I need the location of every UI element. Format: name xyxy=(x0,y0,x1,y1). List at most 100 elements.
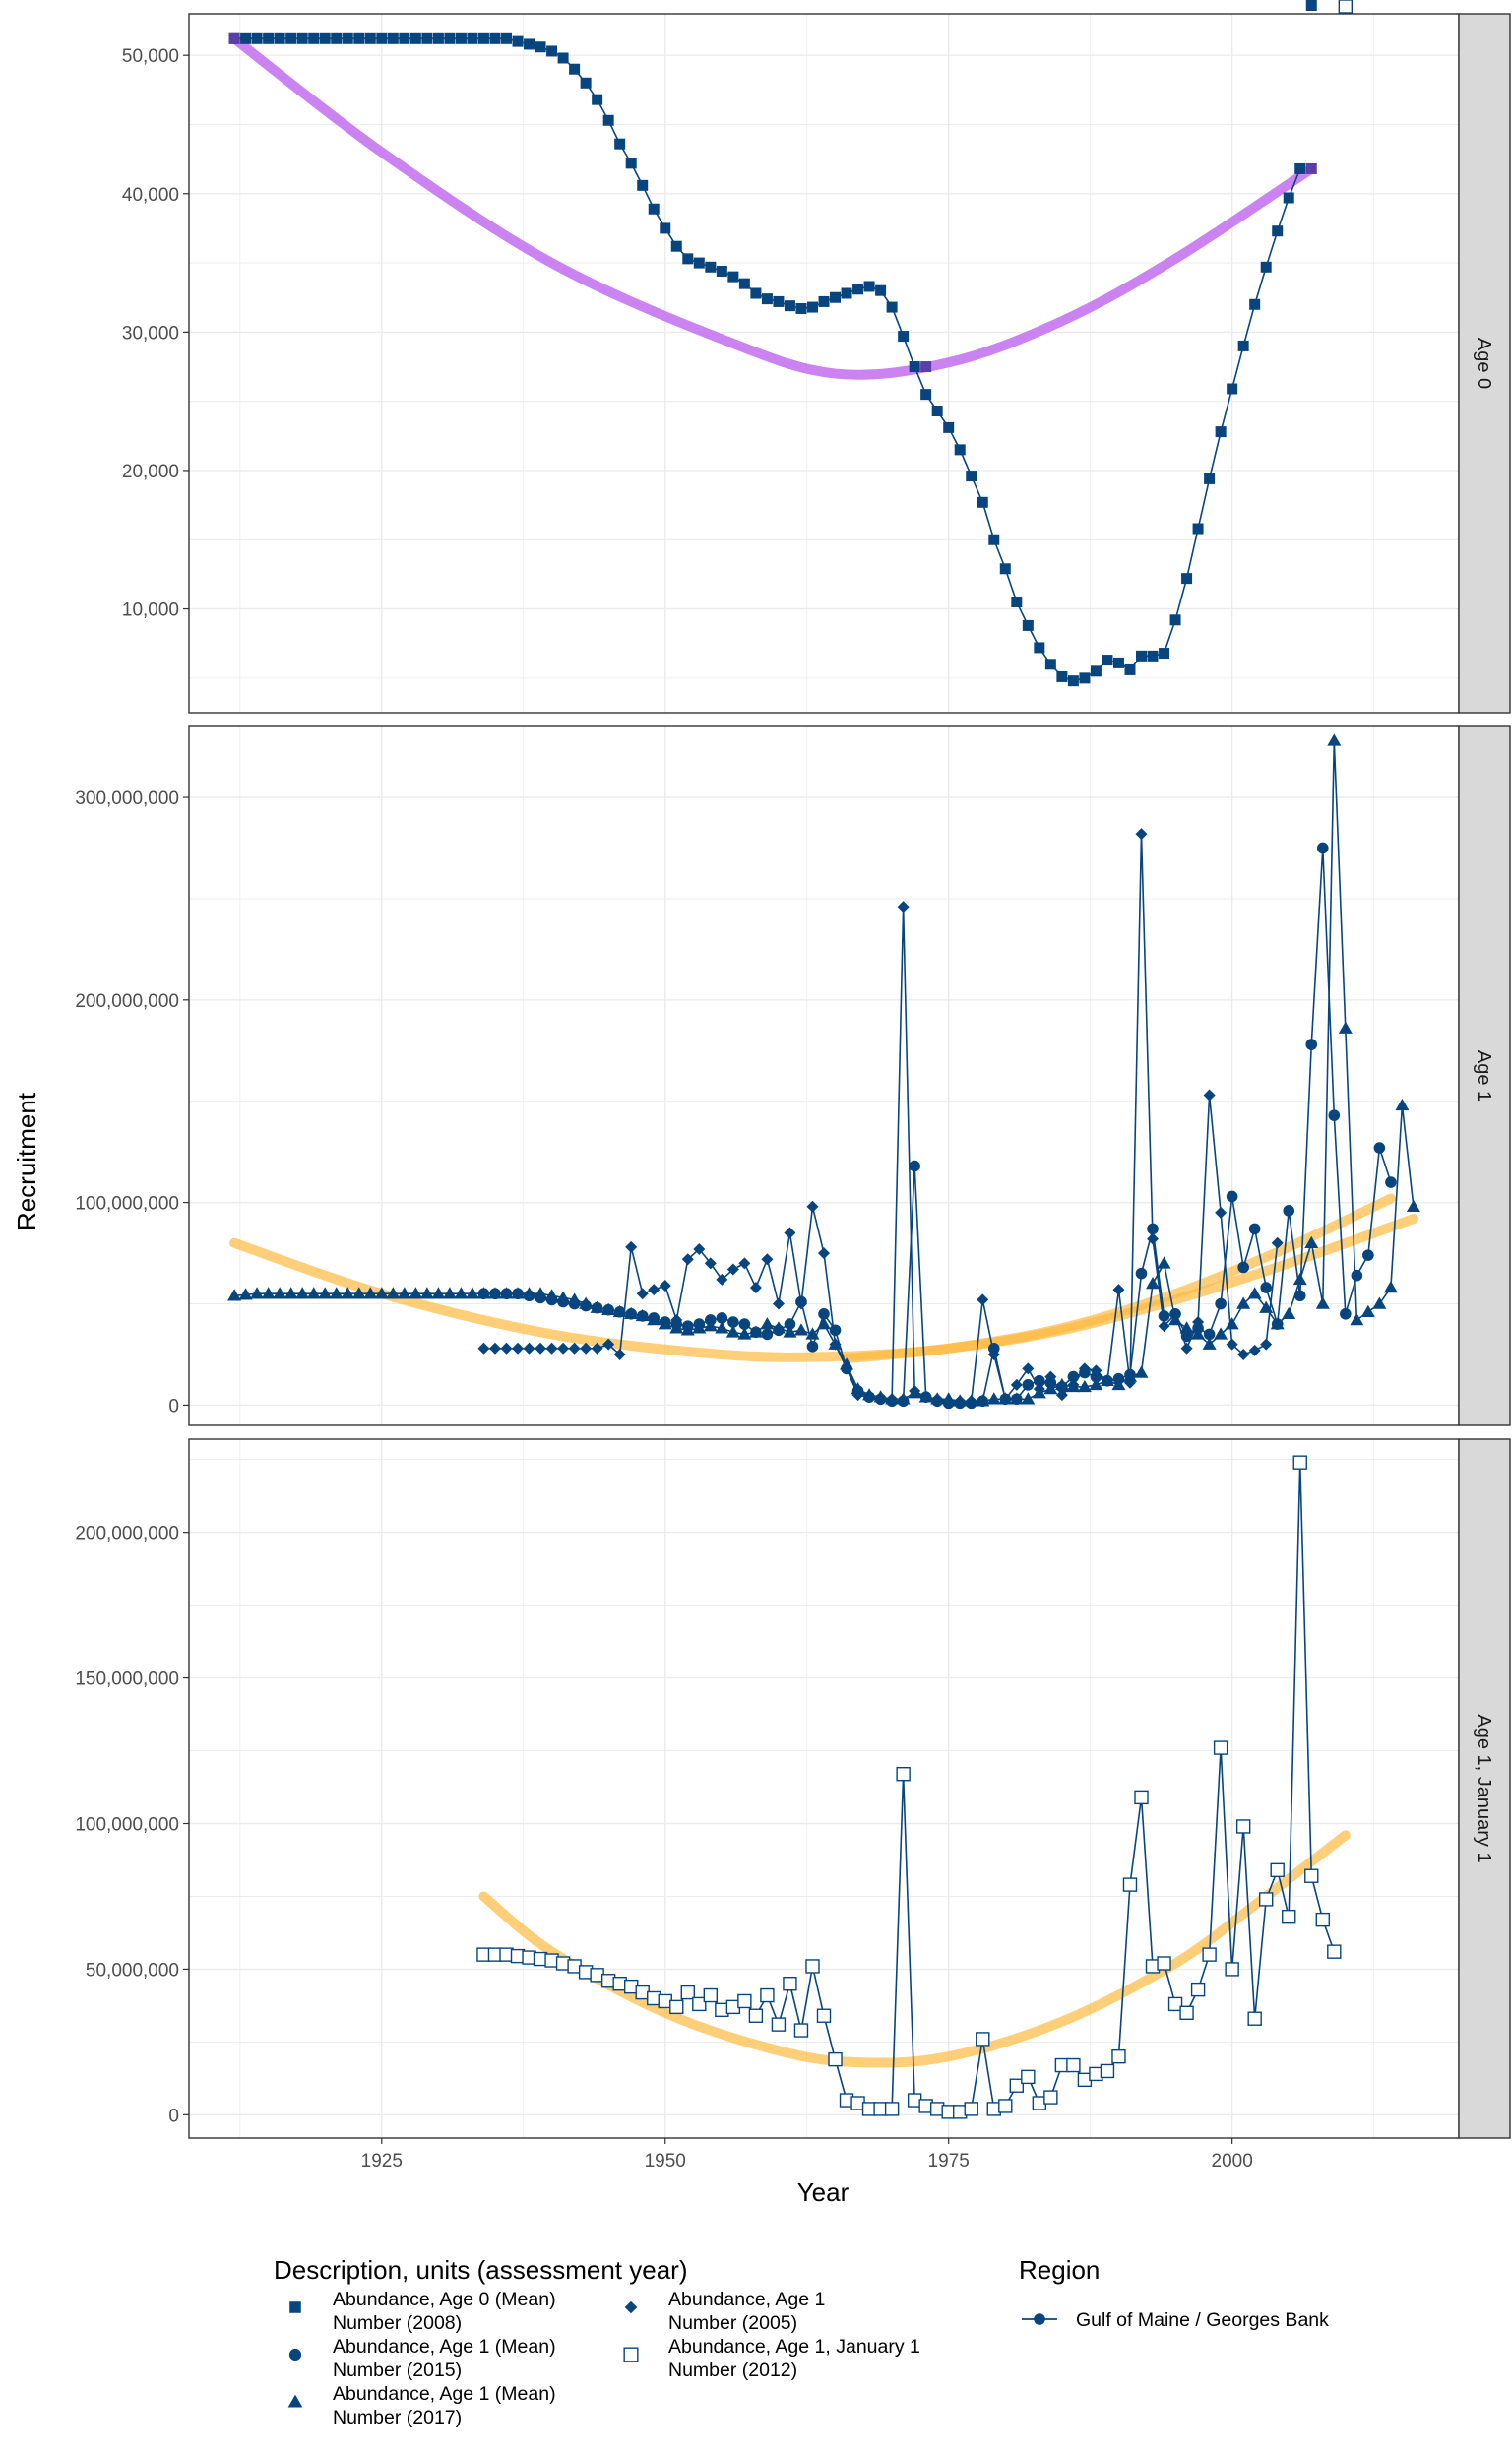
highlight-point xyxy=(920,361,932,373)
data-point xyxy=(238,1288,253,1300)
data-point xyxy=(784,300,795,312)
data-point xyxy=(1147,650,1159,662)
data-point xyxy=(535,1292,546,1304)
y-tick-label: 50,000,000 xyxy=(86,1960,179,1981)
data-point xyxy=(818,295,830,307)
data-point xyxy=(1248,1344,1261,1356)
data-point xyxy=(681,1253,694,1266)
data-point xyxy=(454,1287,469,1299)
data-point xyxy=(467,32,478,44)
data-point xyxy=(795,302,807,314)
data-point xyxy=(680,1984,695,2000)
data-point xyxy=(1011,1393,1023,1406)
data-point xyxy=(863,1391,876,1404)
data-point xyxy=(329,1287,344,1299)
data-point xyxy=(1305,0,1317,11)
data-point xyxy=(625,1240,638,1253)
legend-item-square: Abundance, Age 0 (Mean)Number (2008) xyxy=(289,2289,556,2334)
y-tick-label: 100,000,000 xyxy=(75,1194,179,1215)
data-point xyxy=(568,1297,581,1310)
data-point xyxy=(1159,648,1170,660)
y-tick-label: 40,000 xyxy=(122,185,179,206)
x-tick-label: 1975 xyxy=(928,2151,970,2172)
data-point xyxy=(716,266,727,278)
data-point xyxy=(363,1287,378,1299)
data-point xyxy=(660,222,671,234)
panel-background xyxy=(189,14,1459,713)
data-point xyxy=(637,179,649,191)
data-point xyxy=(342,32,353,44)
data-point xyxy=(1227,383,1238,395)
data-point xyxy=(387,32,399,44)
data-point xyxy=(943,421,955,433)
data-point xyxy=(738,1257,751,1270)
data-point xyxy=(1124,663,1136,675)
data-point xyxy=(376,32,388,44)
data-point xyxy=(284,1287,298,1299)
data-point xyxy=(432,32,444,44)
data-point xyxy=(557,52,569,64)
data-point xyxy=(659,1316,671,1328)
data-point xyxy=(1067,675,1079,687)
data-point xyxy=(1146,1276,1161,1290)
data-point xyxy=(1215,1297,1227,1310)
data-point xyxy=(1304,1868,1319,1883)
facet-strip xyxy=(1458,13,1511,714)
data-point xyxy=(748,2008,764,2023)
data-point xyxy=(886,1393,899,1406)
data-point xyxy=(1044,659,1056,670)
data-point xyxy=(1385,1176,1397,1188)
data-point xyxy=(909,361,920,373)
y-tick-label: 20,000 xyxy=(122,462,179,482)
data-point xyxy=(1022,1362,1035,1375)
data-point xyxy=(285,32,297,44)
data-point xyxy=(1316,842,1329,854)
data-point xyxy=(874,1393,887,1406)
data-point xyxy=(1362,1249,1374,1261)
data-point xyxy=(1383,1281,1398,1293)
data-point xyxy=(613,1348,626,1360)
legend-description-title: Description, units (assessment year) xyxy=(274,2255,687,2285)
data-point xyxy=(738,1318,751,1330)
data-point xyxy=(399,32,410,44)
legend-region-items: Gulf of Maine / Georges Bank xyxy=(1022,2309,1329,2331)
data-point xyxy=(1090,665,1102,677)
data-point xyxy=(1270,1862,1285,1878)
data-point xyxy=(1167,1996,1183,2012)
data-point xyxy=(306,1287,321,1299)
data-point xyxy=(512,1342,525,1354)
data-point xyxy=(1011,597,1023,608)
data-point xyxy=(489,32,501,44)
data-point xyxy=(1237,340,1249,351)
y-tick-label: 300,000,000 xyxy=(75,788,179,809)
data-point xyxy=(1202,1337,1217,1350)
data-point xyxy=(261,1287,276,1299)
data-point xyxy=(976,2032,990,2047)
data-point xyxy=(726,1263,739,1276)
data-point xyxy=(648,1312,661,1324)
data-point xyxy=(512,35,524,47)
data-point xyxy=(1328,1109,1341,1121)
data-point xyxy=(830,291,842,303)
data-point xyxy=(1271,1318,1284,1330)
data-point xyxy=(875,284,887,296)
data-point xyxy=(1260,261,1272,273)
data-point xyxy=(828,2051,843,2067)
legend-label-line1: Abundance, Age 1 (Mean) xyxy=(333,2336,556,2358)
data-point xyxy=(693,1318,706,1330)
data-point xyxy=(1157,1256,1171,1269)
data-point xyxy=(364,32,376,44)
data-point xyxy=(1315,1912,1330,1927)
data-point xyxy=(1282,1306,1296,1320)
data-point xyxy=(998,2099,1013,2113)
facet-strip xyxy=(1458,725,1511,1426)
data-point xyxy=(727,1316,739,1328)
data-point xyxy=(886,301,898,313)
data-point xyxy=(715,1321,729,1334)
data-point xyxy=(976,496,988,508)
data-point xyxy=(1292,1455,1307,1470)
data-point xyxy=(783,1325,797,1338)
data-point xyxy=(296,32,308,44)
data-point xyxy=(1009,2078,1025,2093)
data-point xyxy=(1247,1287,1262,1299)
